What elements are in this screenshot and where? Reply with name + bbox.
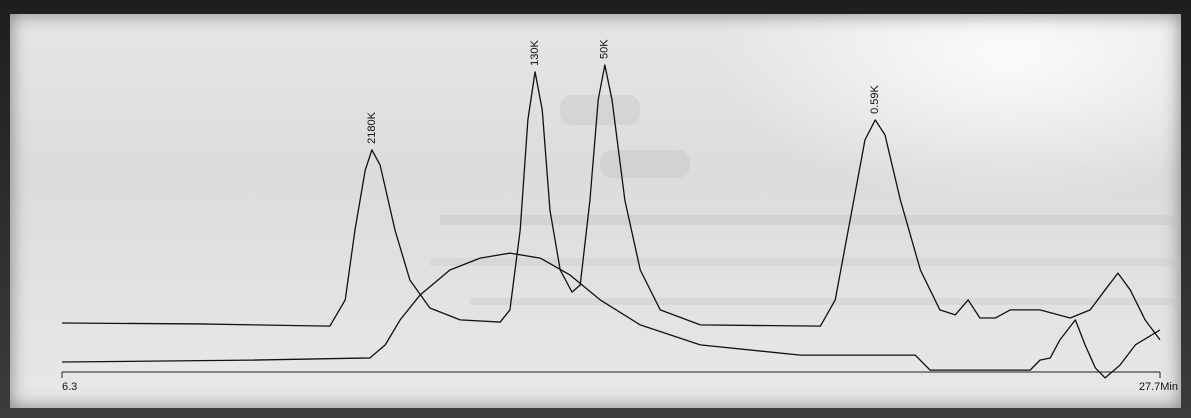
trace: [61, 252, 1161, 379]
peak-label: 130K: [529, 40, 541, 66]
peak-label: 0.59K: [869, 84, 881, 113]
x-tick-label: 6.3: [62, 381, 77, 393]
decor: [430, 95, 1180, 305]
peak-label: 2180K: [366, 111, 378, 143]
trace: [61, 64, 1161, 341]
x-tick-label: 27.7Min: [1139, 381, 1178, 393]
rod: [470, 298, 1180, 305]
vial: [560, 95, 640, 125]
peak-label: 50K: [599, 39, 611, 59]
rod: [440, 215, 1180, 225]
panel: [10, 14, 1181, 408]
vial: [600, 150, 690, 178]
rod: [430, 258, 1180, 266]
